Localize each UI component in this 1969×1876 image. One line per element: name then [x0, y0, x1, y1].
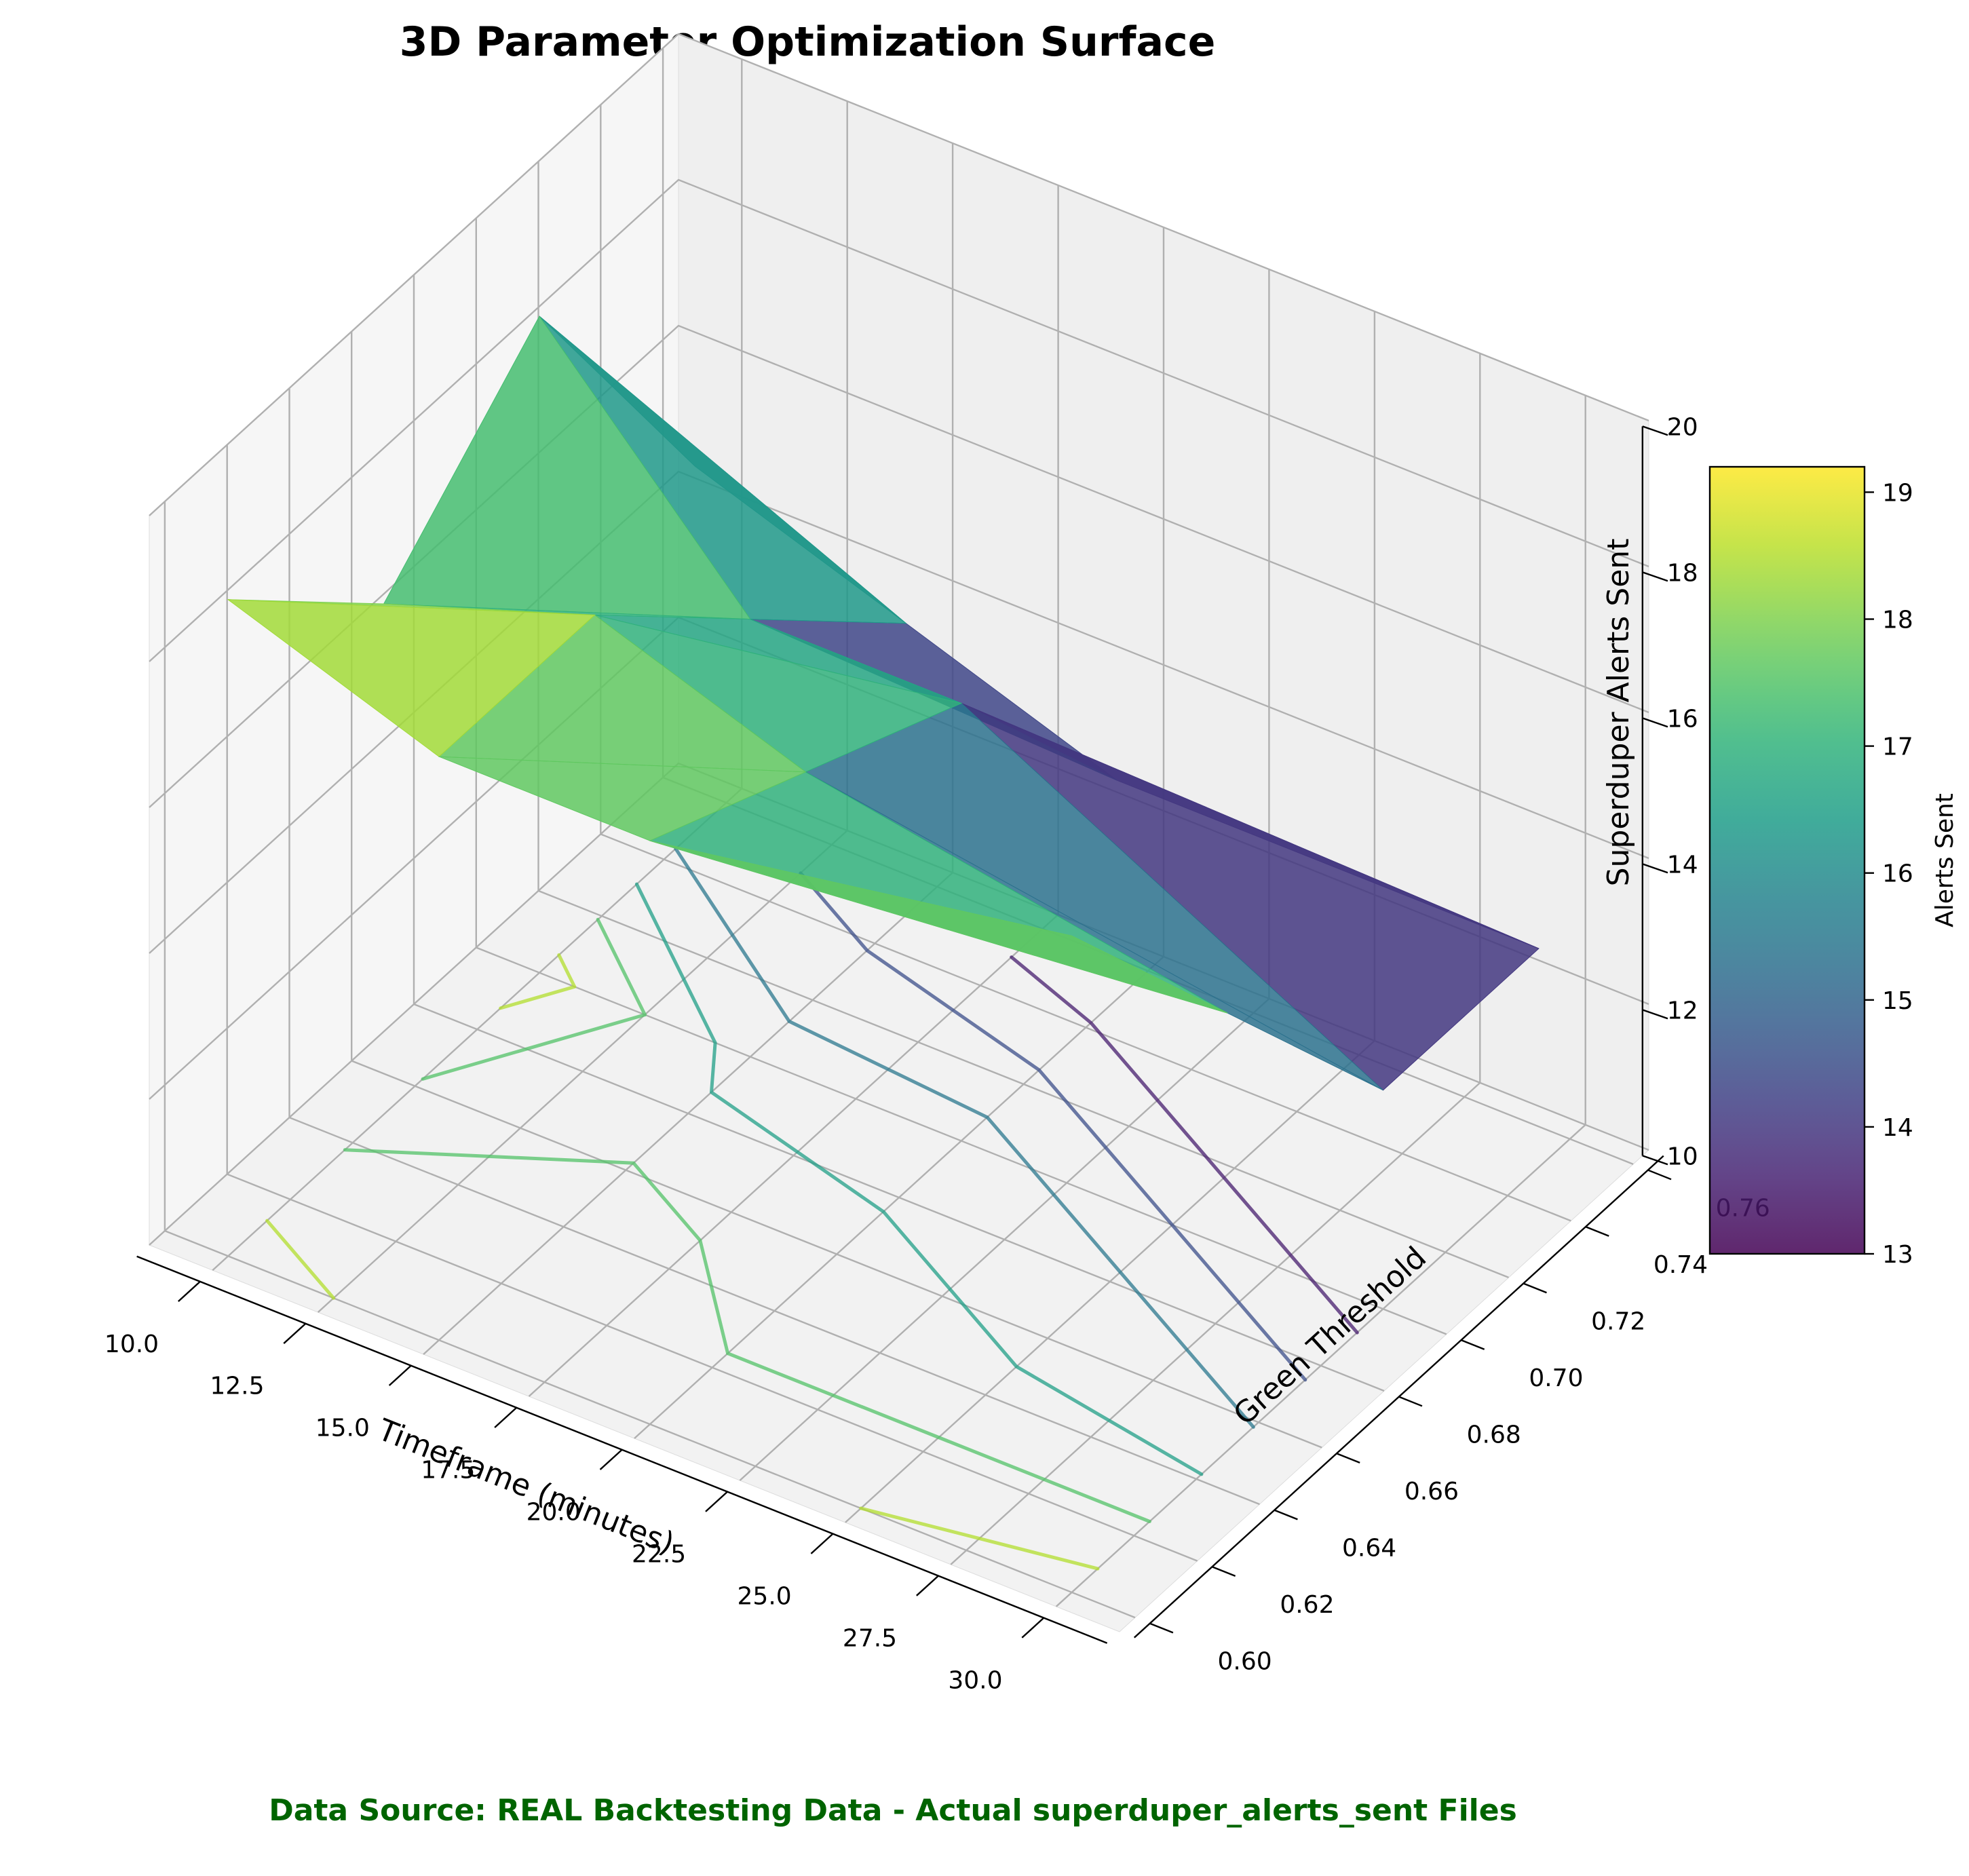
colorbar-tick-label: 13	[1882, 1241, 1913, 1269]
contour-line	[487, 1154, 636, 1165]
contour-line	[632, 1161, 702, 1242]
x-tick-label: 30.0	[948, 1666, 1002, 1694]
z-tick	[1642, 425, 1668, 436]
colorbar-tick-label: 16	[1882, 860, 1913, 888]
gridline-z	[149, 33, 1649, 516]
colorbar-gradient	[1708, 465, 1866, 1255]
colorbar-tick-label: 14	[1882, 1114, 1913, 1142]
z-tick-label: 10	[1667, 1143, 1698, 1170]
surface-facet	[227, 599, 596, 757]
y-tick	[1274, 1509, 1298, 1520]
z-tick-label: 14	[1667, 851, 1698, 879]
contour-line	[881, 1210, 1018, 1368]
contour-line	[557, 953, 577, 989]
gridline-z	[149, 178, 1649, 662]
x-tick	[705, 1491, 728, 1512]
contour-line	[634, 882, 717, 1045]
data-source-footnote: Data Source: REAL Backtesting Data - Act…	[269, 1793, 1517, 1828]
y-tick	[1398, 1396, 1423, 1407]
contour-line	[787, 1019, 989, 1119]
y-tick-label: 0.66	[1404, 1478, 1459, 1506]
x-tick	[494, 1406, 518, 1428]
y-tick-label: 0.70	[1529, 1364, 1583, 1392]
z-tick-label: 18	[1667, 559, 1698, 587]
contour-line	[1170, 1223, 1307, 1382]
contour-line	[343, 1148, 491, 1158]
colorbar-tick-label: 17	[1882, 733, 1913, 761]
colorbar-tick-label: 15	[1882, 987, 1913, 1015]
x-tick-label: 27.5	[843, 1625, 897, 1653]
y-tick-label: 0.68	[1467, 1421, 1521, 1449]
y-tick	[1212, 1566, 1236, 1577]
x-tick-label: 12.5	[210, 1373, 264, 1400]
colorbar-tick-label: 19	[1882, 479, 1913, 507]
z-tick	[1642, 571, 1668, 582]
contour-line	[859, 1506, 1100, 1571]
contour-line	[499, 984, 577, 1010]
y-tick-label: 0.64	[1342, 1535, 1396, 1563]
x-tick	[177, 1280, 201, 1303]
colorbar-label: Alerts Sent	[1931, 793, 1959, 927]
y-tick	[1647, 1169, 1672, 1181]
contour-line	[674, 847, 791, 1023]
contour-line	[1010, 955, 1093, 1025]
plot-3d: 10.0 12.5 15.0 17.5 20.0 22.5 25.0 27.5 30.0 0.60…	[104, 33, 1770, 1694]
surface-facet	[438, 756, 806, 841]
z-tick-label: 12	[1667, 997, 1698, 1025]
x-tick	[916, 1575, 939, 1596]
contour-line	[865, 949, 1041, 1072]
contour-line	[1014, 1364, 1204, 1476]
y-tick	[1336, 1453, 1360, 1463]
contour-line	[1089, 1021, 1315, 1283]
z-tick-label: 16	[1667, 705, 1698, 733]
x-tick-label: 20.0	[527, 1499, 581, 1527]
x-tick	[388, 1364, 412, 1386]
contour-line	[421, 1013, 647, 1081]
x-tick-label: 25.0	[738, 1583, 792, 1611]
contour-line	[710, 1090, 885, 1214]
contour-line	[1037, 1068, 1174, 1227]
y-tick-label: 0.60	[1218, 1648, 1272, 1676]
y-tick-label: 0.72	[1591, 1307, 1645, 1335]
contour-projection	[265, 847, 1359, 1571]
contour-line	[1029, 1167, 1255, 1429]
surface	[227, 315, 1540, 1091]
x-tick-label: 17.5	[421, 1457, 475, 1485]
x-tick-label: 22.5	[632, 1541, 686, 1569]
contour-line	[265, 1219, 336, 1300]
y-tick	[1585, 1225, 1609, 1237]
y-tick	[1149, 1622, 1174, 1634]
chart-title: 3D Parameter Optimization Surface	[400, 18, 1216, 66]
z-tick	[1642, 717, 1668, 728]
x-tick	[810, 1533, 834, 1554]
z-tick-label: 20	[1667, 413, 1698, 441]
contour-line	[1311, 1279, 1359, 1335]
z-tick	[1642, 863, 1668, 874]
x-tick-label: 10.0	[104, 1331, 159, 1358]
z-tick	[1642, 1155, 1668, 1166]
x-axis-line	[136, 1255, 1108, 1644]
contour-line	[710, 1041, 717, 1094]
colorbar-tick-label: 18	[1882, 607, 1913, 634]
y-tick-label: 0.74	[1653, 1251, 1708, 1279]
colorbar: 13 14 15 16 17 18 19 Alerts Sent	[1708, 465, 1959, 1269]
x-tick	[599, 1449, 623, 1470]
x-tick	[283, 1322, 307, 1344]
z-axis-label: Superduper Alerts Sent	[1601, 539, 1636, 887]
surface-facet	[649, 840, 1228, 1014]
y-tick	[1523, 1282, 1547, 1294]
z-tick	[1642, 1009, 1668, 1020]
x-tick	[1021, 1617, 1045, 1639]
contour-line	[726, 1352, 1151, 1523]
contour-line	[698, 1238, 730, 1356]
contour-line	[596, 917, 647, 1017]
y-tick	[1461, 1339, 1485, 1350]
y-tick-label: 0.62	[1280, 1591, 1334, 1619]
x-tick-label: 15.0	[316, 1415, 370, 1442]
contour-line	[985, 1115, 1033, 1171]
